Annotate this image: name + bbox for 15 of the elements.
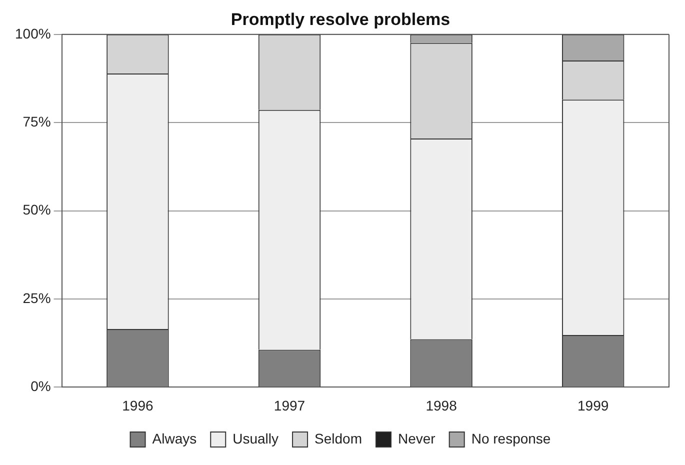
y-tick-label: 25% bbox=[22, 290, 51, 306]
legend-label: Seldom bbox=[314, 430, 362, 446]
x-tick-label: 1998 bbox=[426, 397, 458, 414]
y-tick-label: 100% bbox=[14, 25, 51, 42]
legend-label: No response bbox=[471, 430, 551, 446]
x-tick-label: 1997 bbox=[274, 397, 306, 414]
x-tick-label: 1996 bbox=[122, 397, 154, 414]
y-tick-label: 50% bbox=[22, 202, 51, 218]
x-tick-label: 1999 bbox=[578, 397, 609, 414]
y-tick-label: 75% bbox=[22, 113, 51, 130]
chart-title: Promptly resolve problems bbox=[230, 10, 450, 29]
y-tick-label: 0% bbox=[30, 378, 51, 394]
legend-label: Always bbox=[152, 430, 197, 446]
legend-label: Usually bbox=[232, 430, 279, 446]
legend-label: Never bbox=[398, 430, 436, 446]
